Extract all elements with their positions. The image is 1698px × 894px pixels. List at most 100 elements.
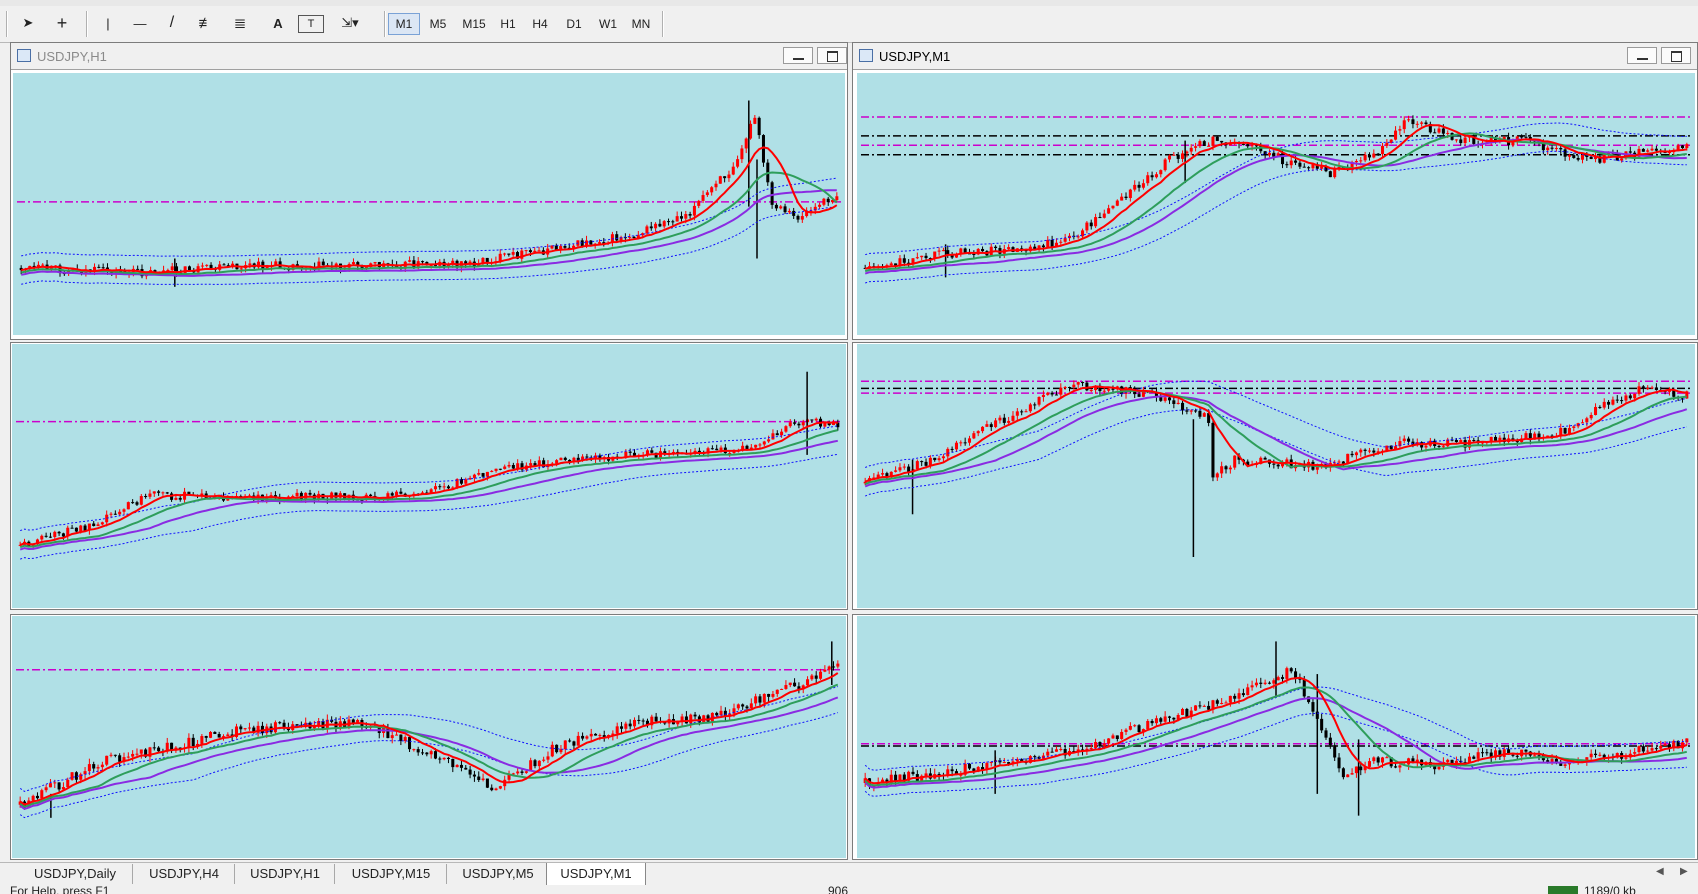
candle-body [771,433,775,440]
candle-body [636,235,640,239]
tab-usdjpy-m1[interactable]: USDJPY,M1 [546,863,646,886]
maximize-button[interactable] [1661,47,1691,64]
price-chart[interactable] [12,616,846,858]
price-chart[interactable] [857,344,1695,608]
chart-window-h1[interactable]: USDJPY,H1 [10,42,848,340]
candle-body [876,474,880,478]
candle-body [1598,754,1602,756]
tab-usdjpy-m15[interactable]: USDJPY,M15 [336,864,447,884]
chart-window[interactable] [852,342,1698,610]
candle-body [1354,452,1358,456]
candle-body [44,787,48,791]
candle-body [1363,154,1367,161]
candle-body [597,242,601,244]
timeframe-mn[interactable]: MN [631,17,651,31]
crosshair-icon[interactable]: + [56,12,68,33]
cursor-icon[interactable]: ➤ [22,15,34,30]
candle-body [1181,709,1185,715]
chart-window-m1[interactable]: USDJPY,M1 [852,42,1698,340]
candle-body [1554,758,1558,762]
timeframe-m15[interactable]: M15 [462,17,486,31]
status-traffic: 1189/0 kb [1584,885,1636,894]
vertical-line-icon[interactable]: | [106,15,110,31]
candle-body [122,509,126,512]
chart-window-titlebar[interactable]: USDJPY,M1 [853,43,1697,70]
candle-body [915,461,919,470]
price-chart[interactable] [12,344,846,608]
candle-body [976,431,980,434]
tab-scroll-right-icon[interactable]: ▶ [1680,866,1688,877]
timeframe-m5[interactable]: M5 [429,17,447,31]
candle-body [1094,742,1098,748]
minimize-button[interactable] [783,47,813,64]
candle-body [580,240,584,247]
text-icon[interactable]: A [273,15,283,31]
candle-body [1494,436,1498,441]
candle-body [157,747,161,752]
candle-body [1537,433,1541,438]
arrows-dropdown-icon[interactable]: ⇲▾ [341,15,359,30]
candle-body [204,736,208,738]
text-label-icon[interactable]: T [298,15,324,33]
candle-body [511,464,515,469]
candle-body [1207,145,1211,147]
candle-body [585,456,589,458]
minimize-button[interactable] [1627,47,1657,64]
timeframe-w1[interactable]: W1 [599,17,617,31]
candle-body [542,460,546,468]
tab-usdjpy-h4[interactable]: USDJPY,H4 [134,864,235,884]
trendline-icon[interactable]: / [169,14,175,31]
timeframe-h4[interactable]: H4 [532,17,548,31]
timeframe-d1[interactable]: D1 [566,17,582,31]
candle-body [576,457,580,461]
chart-window[interactable] [852,614,1698,860]
fibonacci-icon[interactable]: ≣ [233,15,247,32]
candle-body [44,535,48,537]
candle-body [1424,122,1428,125]
candle-body [1572,426,1576,428]
maximize-button[interactable] [817,47,847,64]
candle-body [446,486,450,489]
candle-body [1407,119,1411,121]
candle-body [390,735,394,739]
candle-body [529,760,533,772]
tab-usdjpy-h1[interactable]: USDJPY,H1 [236,864,335,884]
horizontal-line-icon[interactable]: — [133,15,147,31]
chart-window-titlebar[interactable]: USDJPY,H1 [11,43,847,70]
candle-body [1194,410,1198,412]
price-chart[interactable] [857,616,1695,858]
equidistant-channel-icon[interactable]: ≢ [198,14,214,32]
tab-scroll-left-icon[interactable]: ◀ [1656,866,1664,877]
candle-body [1307,696,1311,703]
candle-body [1633,393,1637,399]
candle-body [663,722,667,724]
tab-usdjpy-daily[interactable]: USDJPY,Daily [18,864,133,884]
candle-body [680,716,684,722]
chart-window[interactable] [10,342,848,610]
timeframe-m1[interactable]: M1 [388,13,420,35]
price-chart[interactable] [857,73,1695,335]
candle-body [1472,756,1476,759]
candle-body [351,262,355,265]
candle-body [1054,394,1058,396]
candle-body [520,250,524,259]
candle-body [898,258,902,267]
candle-body [416,749,420,753]
price-chart[interactable] [13,73,845,335]
candle-body [1311,702,1315,712]
tab-usdjpy-m5[interactable]: USDJPY,M5 [448,864,549,884]
candle-body [749,703,753,709]
candle-body [1280,153,1285,165]
candle-body [1346,774,1350,778]
candle-body [1033,404,1037,406]
chart-window[interactable] [10,614,848,860]
candle-body [1220,702,1224,704]
candle-body [1476,752,1480,759]
timeframe-h1[interactable]: H1 [500,17,516,31]
candle-body [1324,166,1328,172]
candle-body [451,487,455,489]
candle-body [498,468,502,470]
candle-body [386,493,390,499]
candle-body [594,733,598,736]
candle-body [109,513,113,515]
